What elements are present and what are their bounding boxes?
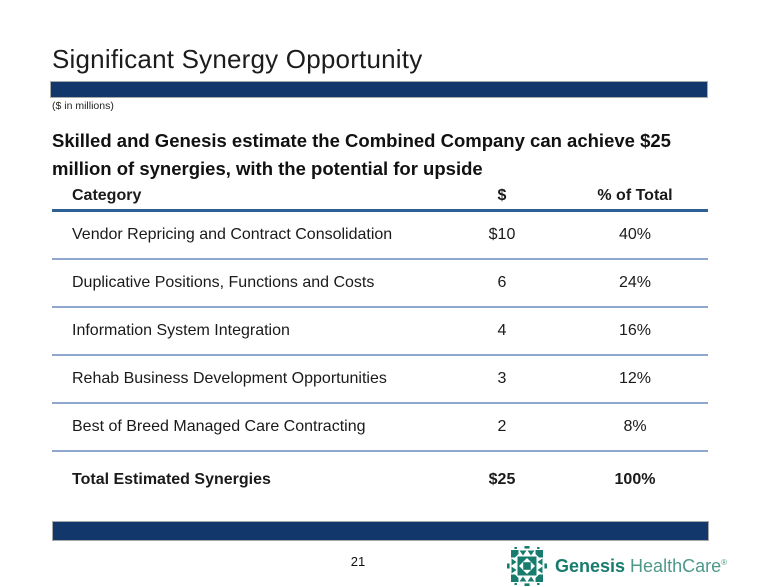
- genesis-healthcare-logo: Genesis HealthCare®: [506, 546, 727, 586]
- row-amount: $10: [488, 226, 516, 243]
- slide-title: Significant Synergy Opportunity: [52, 44, 423, 74]
- row-category: Duplicative Positions, Functions and Cos…: [72, 274, 375, 291]
- total-pct: 100%: [614, 471, 656, 488]
- logo-genesis-text: Genesis: [555, 555, 626, 576]
- footer-accent-bar: [52, 521, 709, 541]
- row-category: Vendor Repricing and Contract Consolidat…: [72, 226, 393, 243]
- column-header-category: Category: [72, 187, 142, 204]
- page-number: 21: [350, 554, 366, 569]
- row-pct: 16%: [618, 322, 652, 339]
- table-row: Rehab Business Development Opportunities…: [52, 356, 708, 404]
- logo-healthcare-text: HealthCare: [630, 555, 722, 576]
- table-row: Duplicative Positions, Functions and Cos…: [52, 260, 708, 308]
- row-amount: 4: [497, 322, 507, 339]
- logo-wordmark: Genesis HealthCare®: [555, 556, 727, 577]
- table-row: Vendor Repricing and Contract Consolidat…: [52, 212, 708, 260]
- column-header-amount: $: [497, 187, 507, 204]
- row-amount: 3: [497, 370, 507, 387]
- total-amount: $25: [488, 471, 516, 488]
- row-pct: 40%: [618, 226, 652, 243]
- synergy-table: Category $ % of Total Vendor Repricing a…: [52, 183, 708, 508]
- table-row: Information System Integration 4 16%: [52, 308, 708, 356]
- registered-mark: ®: [721, 557, 727, 567]
- row-pct: 24%: [618, 274, 652, 291]
- row-category: Best of Breed Managed Care Contracting: [72, 418, 366, 435]
- table-total-row: Total Estimated Synergies $25 100%: [52, 452, 708, 508]
- slide-headline: Skilled and Genesis estimate the Combine…: [52, 130, 671, 179]
- row-pct: 12%: [618, 370, 652, 387]
- row-amount: 6: [497, 274, 507, 291]
- title-accent-bar: [50, 81, 708, 98]
- total-label: Total Estimated Synergies: [72, 471, 271, 488]
- row-amount: 2: [497, 418, 507, 435]
- units-note: ($ in millions): [52, 100, 114, 112]
- column-header-pct-of-total: % of Total: [597, 187, 673, 204]
- table-row: Best of Breed Managed Care Contracting 2…: [52, 404, 708, 452]
- table-header-row: Category $ % of Total: [52, 183, 708, 212]
- row-category: Rehab Business Development Opportunities: [72, 370, 387, 387]
- quilt-diamond-icon: [506, 546, 548, 586]
- row-category: Information System Integration: [72, 322, 290, 339]
- row-pct: 8%: [623, 418, 647, 435]
